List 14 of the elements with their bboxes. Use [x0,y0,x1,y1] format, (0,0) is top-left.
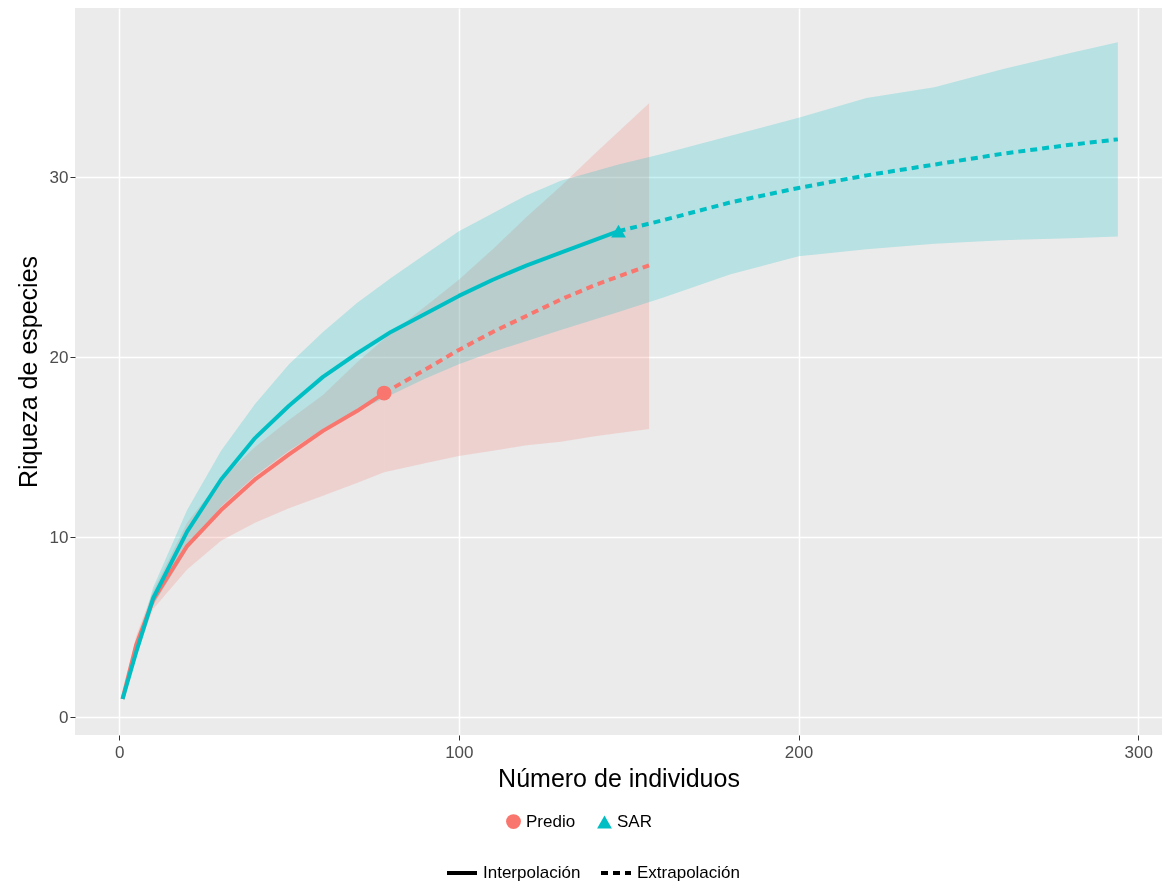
x-axis-title: Número de individuos [498,763,740,792]
legend-label: Predio [526,811,576,831]
y-tick-label: 10 [49,527,69,547]
x-tick-label: 300 [1124,742,1153,762]
legend-label: SAR [617,812,652,832]
y-tick-label: 0 [59,707,69,727]
x-tick-label: 0 [114,742,125,762]
y-tick-label: 30 [49,167,69,187]
x-tick-label: 200 [784,742,814,762]
y-tick-label: 20 [49,347,69,367]
x-tick-label: 100 [445,742,474,762]
text: Extrapolación [637,863,741,882]
y-axis-title: Riqueza de especies [13,255,42,489]
text: Interpolación [483,863,581,882]
